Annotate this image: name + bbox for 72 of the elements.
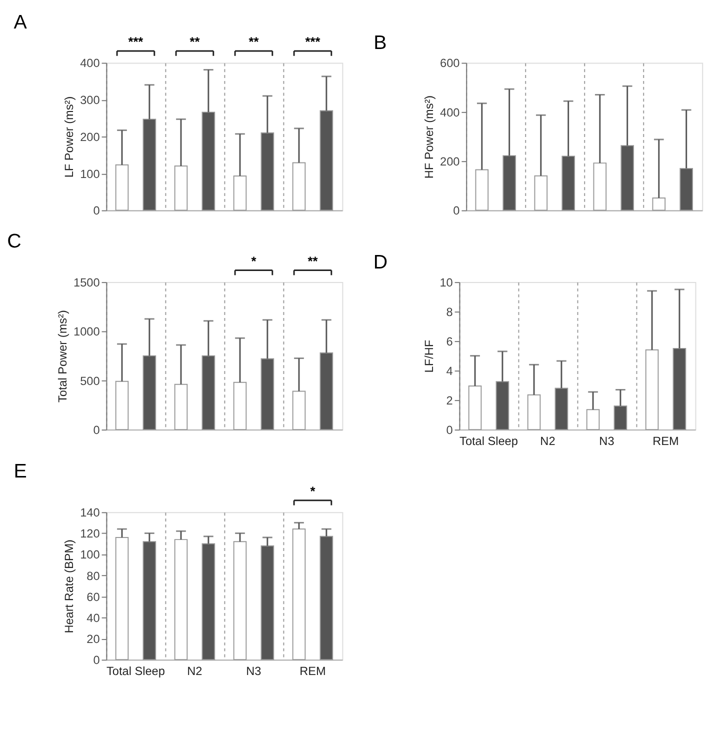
x-tick-label: REM	[300, 664, 326, 678]
y-tick-label: 400	[80, 56, 100, 70]
y-tick-label: 80	[86, 568, 100, 583]
y-tick-label: 1500	[74, 275, 100, 290]
bar	[115, 164, 129, 211]
bar	[174, 539, 188, 660]
text: **	[190, 34, 200, 50]
y-tick-label: 6	[446, 334, 454, 348]
text: **	[248, 34, 259, 50]
y-tick-label: 60	[86, 590, 100, 604]
x-tick-label: N3	[246, 664, 262, 678]
chart-title: C	[7, 230, 22, 253]
bar	[233, 382, 247, 430]
chart-title: E	[14, 460, 27, 483]
y-tick-label: 120	[80, 526, 100, 541]
chart-title: D	[373, 251, 388, 274]
bar	[468, 386, 482, 430]
y-tick-label: 0	[446, 422, 454, 437]
y-tick-label: 0	[93, 422, 100, 437]
y-tick-label: 8	[446, 304, 454, 319]
text: **	[308, 253, 318, 268]
x-tick-label: N2	[540, 434, 556, 448]
y-tick-label: 0	[93, 204, 100, 218]
y-tick-label: 140	[80, 506, 100, 520]
x-tick-label: Total Sleep	[460, 434, 518, 448]
y-axis-title: Heart Rate (BPM)	[62, 539, 76, 634]
bar	[292, 528, 306, 660]
y-tick-label: 300	[80, 93, 100, 108]
text: *	[310, 483, 316, 498]
y-tick-label: 10	[440, 275, 454, 290]
y-tick-label: 500	[80, 374, 100, 388]
bar	[233, 541, 247, 660]
bar	[645, 349, 659, 430]
y-axis-title: HF Power (ms²)	[422, 95, 436, 179]
y-tick-label: 200	[80, 130, 100, 144]
bar	[292, 162, 306, 211]
x-tick-label: REM	[652, 434, 679, 448]
y-tick-label: 200	[440, 154, 460, 169]
y-tick-label: 4	[446, 364, 454, 378]
y-tick-label: 20	[86, 632, 100, 646]
x-tick-label: Total Sleep	[106, 664, 166, 678]
bar	[475, 169, 489, 211]
bar	[174, 384, 188, 430]
bar	[115, 380, 129, 430]
text: ***	[128, 34, 144, 50]
y-tick-label: 400	[440, 105, 460, 120]
bar	[292, 390, 306, 430]
x-tick-label: N2	[187, 664, 202, 678]
y-tick-label: 0	[93, 653, 100, 668]
y-axis-title: LF Power (ms²)	[62, 96, 76, 178]
chart-title: A	[14, 11, 28, 34]
y-axis-title: Total Power (ms²)	[56, 310, 70, 403]
bar	[527, 394, 541, 430]
y-axis-title: LF/HF	[422, 340, 436, 373]
bar	[593, 162, 607, 211]
y-tick-label: 0	[453, 204, 460, 218]
bar	[115, 536, 129, 660]
y-tick-label: 40	[86, 610, 100, 625]
text: *	[251, 253, 256, 268]
y-tick-label: 100	[80, 548, 100, 562]
text: ***	[305, 34, 320, 50]
y-tick-label: 600	[440, 56, 460, 70]
bar	[652, 197, 666, 211]
y-tick-label: 1000	[74, 324, 100, 339]
bar	[174, 166, 188, 211]
bar	[586, 409, 600, 430]
x-tick-label: N3	[599, 434, 615, 448]
chart-title: B	[374, 32, 387, 54]
y-tick-label: 100	[80, 166, 100, 181]
bar	[534, 175, 548, 211]
y-tick-label: 2	[446, 393, 453, 408]
bar	[233, 175, 247, 211]
